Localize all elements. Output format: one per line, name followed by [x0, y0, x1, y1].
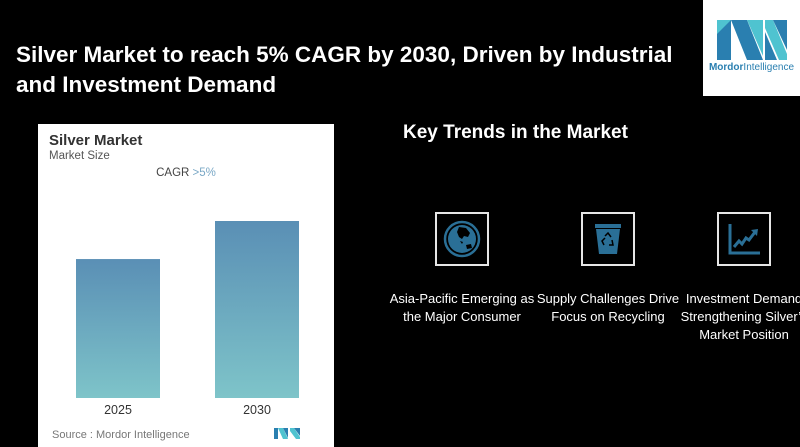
chart-subtitle: Market Size: [49, 150, 110, 162]
chart-card: 2025 2030 Silver Market Market Size CAGR …: [38, 124, 334, 447]
x-tick-label: 2025: [104, 403, 132, 417]
mordor-intelligence-logo-icon: [717, 20, 787, 60]
trend-label: Supply Challenges Drive Focus on Recycli…: [536, 291, 680, 324]
cagr-annotation: CAGR >5%: [156, 167, 216, 179]
trend-icon-box: [581, 212, 635, 266]
trend-item-asia-pacific: Asia-Pacific Emerging as the Major Consu…: [387, 212, 537, 326]
trend-item-investment: Investment Demand Strengthening Silver’s…: [669, 212, 800, 344]
globe-icon: [443, 220, 481, 258]
bar-chart: 2025 2030: [76, 221, 299, 417]
logo-text: MordorIntelligence: [708, 62, 795, 73]
trend-label: Asia-Pacific Emerging as the Major Consu…: [389, 291, 535, 324]
trend-chart-icon: [728, 224, 760, 255]
source-label: Source : Mordor Intelligence: [52, 429, 190, 441]
key-trends-title: Key Trends in the Market: [403, 122, 628, 143]
trend-item-recycling: Supply Challenges Drive Focus on Recycli…: [533, 212, 683, 326]
bar-2030: [215, 221, 299, 398]
recycle-bin-icon: [595, 224, 621, 254]
cagr-value: >5%: [192, 167, 216, 179]
bar-2025: [76, 259, 160, 398]
source-logo-icon: [274, 428, 300, 439]
trend-icon-box: [717, 212, 771, 266]
page-headline: Silver Market to reach 5% CAGR by 2030, …: [16, 42, 673, 97]
mordor-logo: MordorIntelligence: [703, 0, 800, 96]
chart-title: Silver Market: [49, 132, 143, 149]
trend-icon-box: [435, 212, 489, 266]
x-tick-label: 2030: [243, 403, 271, 417]
trend-label: Investment Demand Strengthening Silver’s…: [680, 291, 800, 342]
